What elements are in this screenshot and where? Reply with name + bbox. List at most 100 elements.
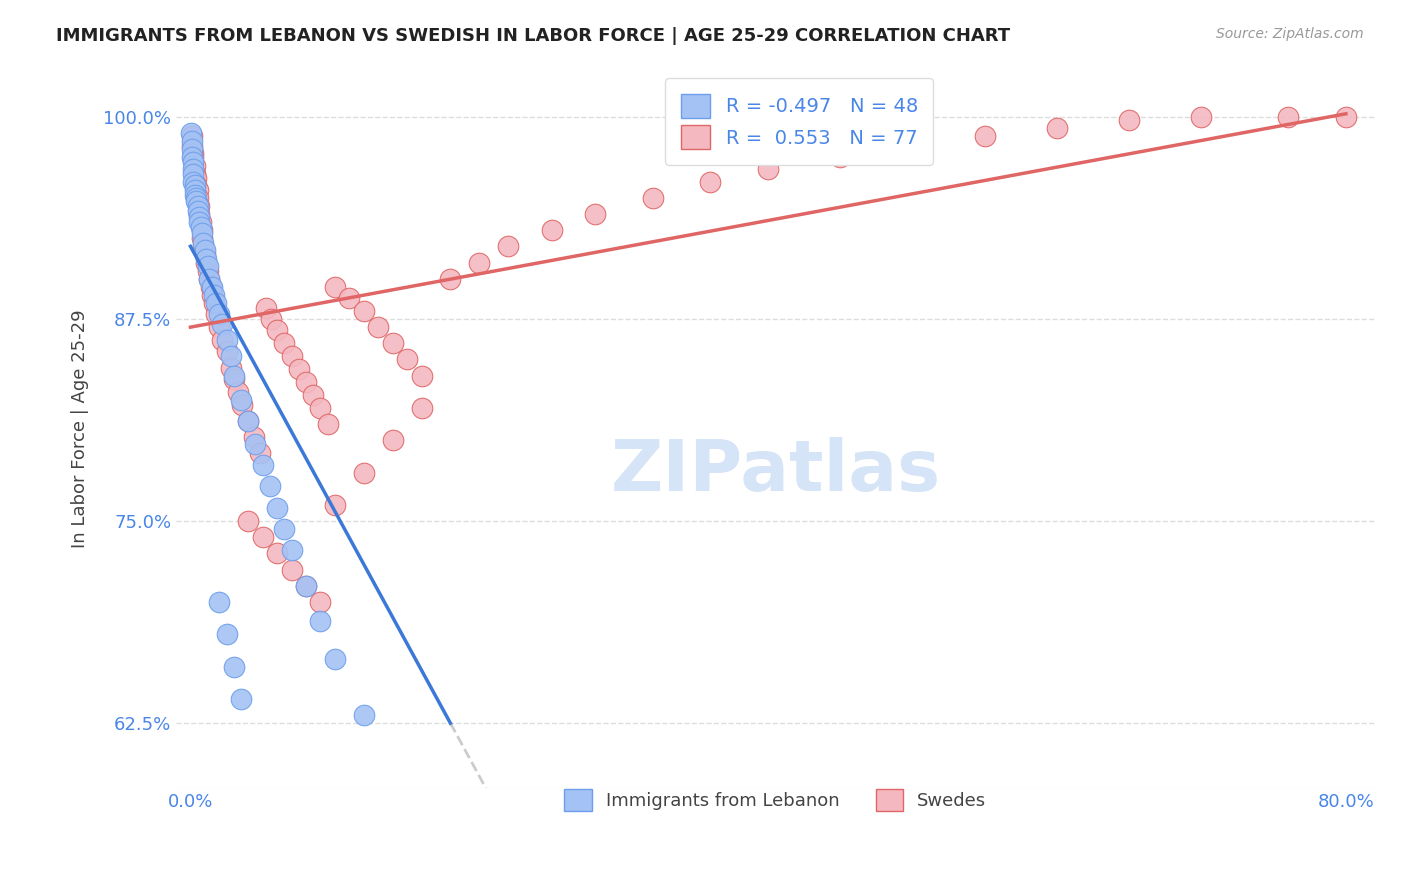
Point (238, 514, 260, 528)
Point (1334, 110, 1357, 124)
Point (243, 430, 266, 444)
Point (302, 388, 325, 402)
Point (583, 207, 606, 221)
Point (194, 243, 217, 257)
Point (181, 175, 204, 189)
Point (215, 344, 238, 359)
Point (309, 401, 332, 415)
Point (323, 498, 346, 512)
Point (222, 372, 245, 386)
Point (197, 263, 219, 277)
Point (193, 239, 215, 253)
Point (641, 191, 664, 205)
Point (191, 231, 214, 245)
Point (295, 579, 318, 593)
Point (901, 139, 924, 153)
Point (205, 307, 228, 321)
Point (219, 349, 242, 363)
Y-axis label: In Labor Force | Age 25-29: In Labor Force | Age 25-29 (72, 309, 89, 548)
Point (699, 175, 721, 189)
Point (184, 187, 207, 202)
Point (198, 271, 221, 285)
Point (181, 150, 204, 164)
Point (1277, 110, 1299, 124)
Point (323, 651, 346, 665)
Point (208, 307, 231, 321)
Point (200, 279, 222, 293)
Text: IMMIGRANTS FROM LEBANON VS SWEDISH IN LABOR FORCE | AGE 25-29 CORRELATION CHART: IMMIGRANTS FROM LEBANON VS SWEDISH IN LA… (56, 27, 1011, 45)
Point (180, 142, 202, 156)
Point (181, 155, 204, 169)
Point (188, 215, 211, 229)
Point (211, 317, 233, 331)
Point (830, 150, 852, 164)
Point (195, 252, 218, 267)
Point (468, 255, 491, 269)
Point (266, 323, 288, 337)
Point (1046, 121, 1069, 136)
Point (295, 579, 318, 593)
Point (337, 291, 360, 305)
Point (266, 546, 288, 560)
Point (195, 255, 218, 269)
Point (353, 304, 375, 318)
Point (180, 139, 202, 153)
Point (188, 207, 211, 221)
Point (186, 191, 208, 205)
Point (353, 708, 375, 723)
Point (215, 627, 238, 641)
Point (540, 223, 562, 237)
Legend: Immigrants from Lebanon, Swedes: Immigrants from Lebanon, Swedes (550, 774, 1001, 826)
Point (219, 360, 242, 375)
Point (259, 478, 281, 492)
Point (309, 595, 332, 609)
Point (181, 167, 204, 181)
Point (229, 392, 252, 407)
Point (193, 236, 215, 251)
Point (191, 227, 214, 241)
Point (280, 349, 302, 363)
Point (353, 466, 375, 480)
Point (396, 352, 419, 367)
Point (496, 239, 519, 253)
Point (309, 615, 332, 629)
Point (238, 414, 260, 428)
Point (187, 203, 209, 218)
Point (190, 219, 212, 234)
Point (323, 279, 346, 293)
Point (249, 446, 271, 460)
Point (231, 398, 253, 412)
Point (238, 414, 260, 428)
Point (280, 543, 302, 558)
Point (201, 288, 224, 302)
Point (439, 271, 461, 285)
Point (184, 178, 207, 192)
Point (381, 434, 404, 448)
Point (367, 320, 389, 334)
Point (181, 145, 204, 160)
Text: Source: ZipAtlas.com: Source: ZipAtlas.com (1216, 27, 1364, 41)
Point (266, 501, 288, 516)
Point (184, 159, 207, 173)
Point (190, 215, 212, 229)
Point (252, 458, 274, 472)
Point (208, 320, 231, 334)
Point (186, 171, 208, 186)
Point (222, 368, 245, 383)
Point (411, 401, 433, 415)
Point (180, 129, 202, 144)
Point (381, 336, 404, 351)
Point (229, 692, 252, 706)
Point (273, 522, 295, 536)
Point (1118, 113, 1140, 128)
Point (273, 336, 295, 351)
Point (252, 530, 274, 544)
Point (184, 167, 207, 181)
Point (973, 129, 995, 144)
Point (211, 333, 233, 347)
Point (180, 134, 202, 148)
Point (208, 595, 231, 609)
Point (222, 659, 245, 673)
Point (184, 183, 207, 197)
Point (254, 301, 277, 315)
